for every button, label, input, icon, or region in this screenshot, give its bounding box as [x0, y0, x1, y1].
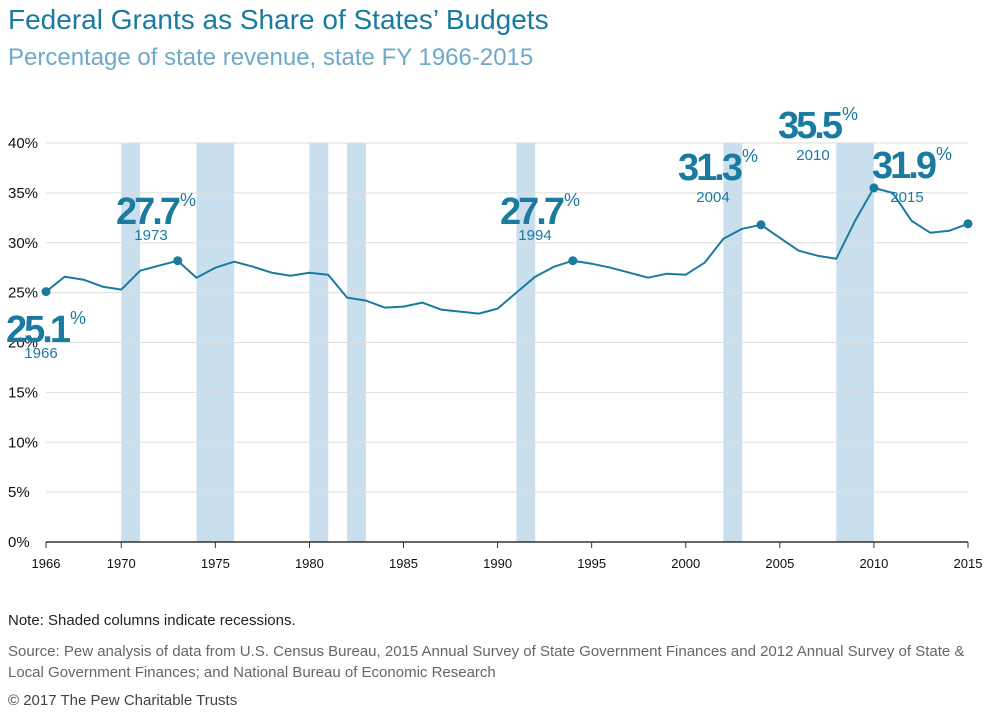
- x-tick-label: 2005: [765, 556, 794, 571]
- y-tick-label: 40%: [8, 135, 38, 152]
- copyright-text: © 2017 The Pew Charitable Trusts: [8, 692, 238, 709]
- callout-value-1994: 27.7: [500, 191, 564, 233]
- x-tick-label: 2000: [671, 556, 700, 571]
- callout-percent-2010: %: [842, 104, 858, 124]
- callout-year-1994: 1994: [518, 227, 551, 244]
- callout-percent-2015: %: [936, 144, 952, 164]
- data-point-1966: [41, 287, 51, 297]
- x-tick-label: 2010: [859, 556, 888, 571]
- callout-year-2015: 2015: [890, 189, 923, 206]
- callout-value-2004: 31.3: [678, 147, 742, 189]
- callout-value-2010: 35.5: [778, 105, 843, 147]
- chart-title: Federal Grants as Share of States’ Budge…: [8, 4, 549, 35]
- y-tick-label: 0%: [8, 534, 30, 551]
- callout-year-2010: 2010: [796, 147, 829, 164]
- series-line: [45, 186, 969, 315]
- data-point-2010: [869, 183, 879, 193]
- x-tick-label: 2015: [954, 556, 983, 571]
- y-tick-label: 25%: [8, 285, 38, 302]
- y-tick-label: 5%: [8, 484, 30, 501]
- chart-subtitle: Percentage of state revenue, state FY 19…: [8, 44, 534, 71]
- x-tick-label: 1975: [201, 556, 230, 571]
- callout-year-1973: 1973: [134, 227, 167, 244]
- y-tick-label: 15%: [8, 384, 38, 401]
- callout-percent-1973: %: [180, 190, 196, 210]
- callout-value-2015: 31.9: [872, 145, 936, 187]
- callout-percent-1994: %: [564, 190, 580, 210]
- callout-value-1966: 25.1: [6, 309, 71, 351]
- callout-year-1966: 1966: [24, 345, 57, 362]
- data-point-1994: [568, 256, 578, 266]
- line-chart: 0% 5% 10% 15% 20% 25% 30% 35% 40% 1966 1970 1975 198…: [6, 104, 983, 571]
- callout-percent-2004: %: [742, 146, 758, 166]
- x-tick-label: 1970: [107, 556, 136, 571]
- callout-year-2004: 2004: [696, 189, 729, 206]
- x-tick-label: 1966: [32, 556, 61, 571]
- x-tick-label: 1985: [389, 556, 418, 571]
- chart-note: Note: Shaded columns indicate recessions…: [8, 612, 296, 629]
- y-tick-label: 30%: [8, 235, 38, 252]
- callout-percent-1966: %: [70, 308, 86, 328]
- chart-source: Source: Pew analysis of data from U.S. C…: [8, 643, 965, 681]
- data-point-2004: [756, 220, 766, 230]
- x-tick-label: 1995: [577, 556, 606, 571]
- y-tick-label: 35%: [8, 185, 38, 202]
- data-point-1973: [173, 256, 183, 266]
- data-point-2015: [963, 219, 973, 229]
- x-tick-label: 1980: [295, 556, 324, 571]
- y-tick-label: 10%: [8, 434, 38, 451]
- x-tick-label: 1990: [483, 556, 512, 571]
- callout-value-1973: 27.7: [116, 191, 180, 233]
- y-tick-label: 20%: [8, 335, 38, 352]
